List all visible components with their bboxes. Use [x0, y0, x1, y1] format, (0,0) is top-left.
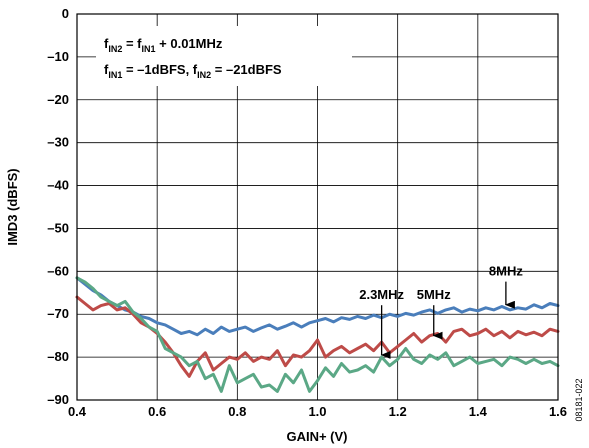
x-tick-label: 0.4	[68, 404, 87, 419]
y-tick-label: –20	[47, 92, 69, 107]
y-tick-label: –80	[47, 349, 69, 364]
y-tick-label: –30	[47, 135, 69, 150]
x-tick-label: 0.8	[228, 404, 246, 419]
y-tick-labels: 0 –10 –20 –30 –40 –50 –60 –70 –80 –90	[47, 6, 69, 407]
series-line-8mhz	[75, 276, 560, 337]
conditions-box-background	[96, 26, 352, 86]
y-axis-title: IMD3 (dBFS)	[5, 168, 20, 245]
series-annotations: 2.3MHz 5MHz 8MHz	[359, 264, 523, 359]
y-tick-label: –10	[47, 49, 69, 64]
annotation-label: 8MHz	[489, 264, 523, 279]
x-tick-label: 1.0	[308, 404, 326, 419]
plot-frame	[76, 13, 559, 401]
y-tick-label: –60	[47, 263, 69, 278]
y-tick-label: –40	[47, 178, 69, 193]
conditions-box: fIN2 = fIN1 + 0.01MHz fIN1 = –1dBFS, fIN…	[96, 26, 352, 86]
figure-id: 08181-022	[574, 378, 584, 421]
x-tick-label: 1.6	[549, 404, 567, 419]
x-axis-title: GAIN+ (V)	[286, 429, 347, 444]
y-tick-label: 0	[62, 6, 69, 21]
x-tick-labels: 0.4 0.6 0.8 1.0 1.2 1.4 1.6	[68, 404, 567, 419]
annotation-label: 5MHz	[417, 287, 451, 302]
y-tick-label: –90	[47, 392, 69, 407]
x-tick-label: 1.2	[389, 404, 407, 419]
x-tick-label: 1.4	[469, 404, 488, 419]
x-tick-label: 0.6	[148, 404, 166, 419]
y-tick-label: –70	[47, 306, 69, 321]
annotation-label: 2.3MHz	[359, 287, 404, 302]
y-tick-label: –50	[47, 220, 69, 235]
conditions-line-1: fIN2 = fIN1 + 0.01MHz	[104, 36, 223, 54]
series-line-2-3mhz	[75, 276, 560, 393]
series-lines	[75, 276, 560, 393]
conditions-line-2: fIN1 = –1dBFS, fIN2 = –21dBFS	[104, 62, 282, 80]
